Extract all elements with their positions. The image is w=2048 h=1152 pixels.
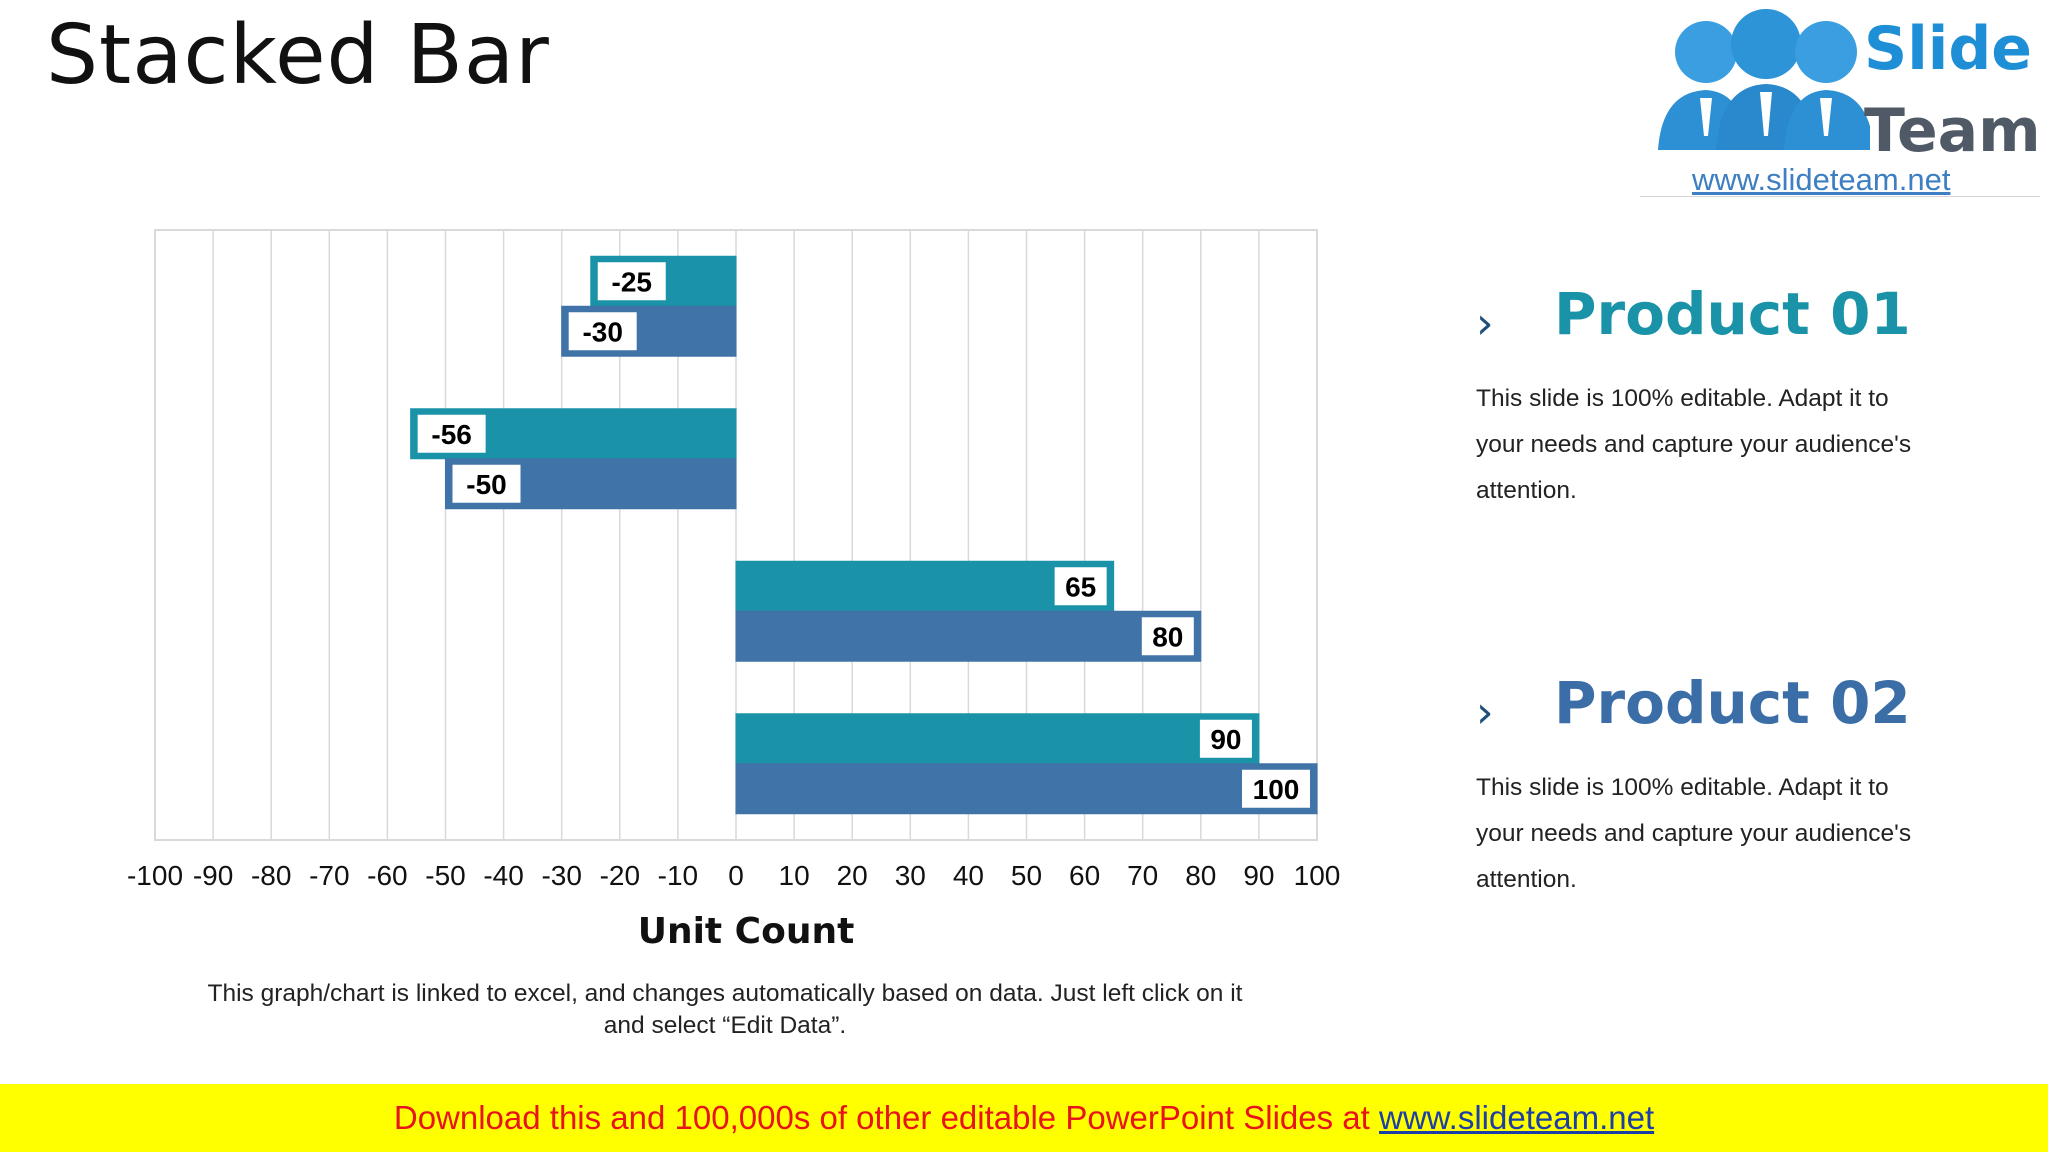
x-axis-title: Unit Count [638, 911, 855, 952]
people-icon [1658, 9, 1870, 150]
data-label: -30 [582, 316, 622, 347]
chart-data-labels: -25 -30 -56 -50 65 80 90 100 [417, 262, 1310, 808]
chart-x-ticks: -100 -90 -80 -70 -60 -50 -40 -30 -20 -10 0 10 20 30 40… [127, 860, 1340, 891]
x-tick-label: -20 [600, 860, 640, 891]
data-label: 100 [1253, 774, 1300, 805]
logo-divider [1640, 196, 2040, 197]
product-01-desc-line: attention. [1476, 477, 1577, 504]
data-label-box [1054, 567, 1107, 606]
data-label-box [1199, 719, 1252, 758]
logo-word-slide: Slide [1864, 14, 2032, 84]
x-tick-label: -60 [367, 860, 407, 891]
data-label: 65 [1065, 571, 1096, 602]
logo-word-team: Team [1864, 96, 2041, 166]
bar-product-01[interactable] [735, 713, 1260, 765]
chart-bars [410, 255, 1318, 815]
product-02-description: This slide is 100% editable. Adapt it to… [1476, 765, 1996, 903]
x-tick-label: -40 [483, 860, 523, 891]
product-01-description: This slide is 100% editable. Adapt it to… [1476, 376, 1996, 514]
chevron-right-icon: › [1476, 687, 1494, 738]
x-tick-label: -50 [425, 860, 465, 891]
logo-url-link[interactable]: www.slideteam.net [1692, 162, 1951, 197]
bar-product-02[interactable] [735, 763, 1318, 815]
data-label: -25 [612, 266, 652, 297]
data-label: 90 [1210, 724, 1241, 755]
x-tick-label: 40 [953, 860, 984, 891]
x-tick-label: 10 [779, 860, 810, 891]
chart-note-line-2: and select “Edit Data”. [603, 1012, 847, 1039]
bar-product-02[interactable] [735, 610, 1202, 662]
x-tick-label: -90 [193, 860, 233, 891]
chart-note: This graph/chart is linked to excel, and… [160, 978, 1290, 1042]
product-02-section: › Product 02 This slide is 100% editable… [1476, 669, 1996, 903]
data-label: 80 [1152, 621, 1183, 652]
x-tick-label: 50 [1011, 860, 1042, 891]
product-02-desc-line: attention. [1476, 866, 1577, 893]
data-label: -56 [431, 419, 471, 450]
x-tick-label: -30 [541, 860, 581, 891]
chart-note-line-1: This graph/chart is linked to excel, and… [207, 980, 1243, 1007]
banner-message: Download this and 100,000s of other edit… [393, 1099, 1379, 1136]
data-label-box [1141, 617, 1194, 656]
product-02-desc-line: This slide is 100% editable. Adapt it to [1476, 774, 1889, 801]
x-tick-label: -70 [309, 860, 349, 891]
data-label-box [452, 464, 521, 503]
x-tick-label: 60 [1069, 860, 1100, 891]
banner-link[interactable]: www.slideteam.net [1379, 1099, 1655, 1136]
data-label-box [417, 414, 486, 453]
data-label: -50 [466, 469, 506, 500]
x-tick-label: 30 [895, 860, 926, 891]
slide-title: Stacked Bar [46, 8, 550, 103]
x-tick-label: -10 [658, 860, 698, 891]
x-tick-label: -80 [251, 860, 291, 891]
x-tick-label: 0 [728, 860, 744, 891]
data-label-box [1242, 769, 1310, 808]
banner-text: Download this and 100,000s of other edit… [394, 1099, 1654, 1137]
product-01-desc-line: This slide is 100% editable. Adapt it to [1476, 385, 1889, 412]
data-label-box [568, 312, 637, 351]
product-01-title: Product 01 [1554, 280, 1911, 348]
chevron-right-icon: › [1476, 298, 1494, 349]
x-tick-label: 20 [837, 860, 868, 891]
x-tick-label: -100 [127, 860, 183, 891]
product-02-desc-line: your needs and capture your audience's [1476, 820, 1912, 847]
download-banner: Download this and 100,000s of other edit… [0, 1084, 2048, 1152]
x-tick-label: 80 [1185, 860, 1216, 891]
product-02-title: Product 02 [1554, 669, 1911, 737]
product-01-section: › Product 01 This slide is 100% editable… [1476, 280, 1996, 514]
x-tick-label: 90 [1243, 860, 1274, 891]
slideteam-logo[interactable]: Slide Team www.slideteam.net [1640, 0, 2041, 198]
x-tick-label: 70 [1127, 860, 1158, 891]
product-01-desc-line: your needs and capture your audience's [1476, 431, 1912, 458]
x-tick-label: 100 [1294, 860, 1341, 891]
data-label-box [597, 262, 666, 301]
